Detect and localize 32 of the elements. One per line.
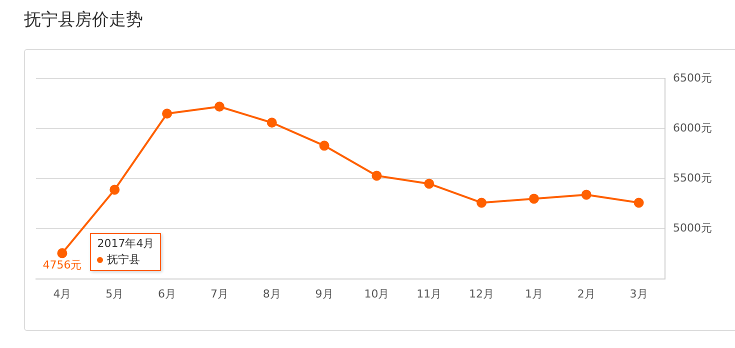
y-tick-label: 5000元 <box>673 222 712 235</box>
x-tick-label: 7月 <box>210 287 228 300</box>
x-tick-label: 4月 <box>53 287 72 300</box>
point <box>319 140 330 151</box>
x-tick-label: 3月 <box>630 287 648 300</box>
annotation: 2017年4月 <box>97 236 154 252</box>
point <box>57 248 68 258</box>
y-tick-label: 6000元 <box>673 122 712 135</box>
x-tick-label: 12月 <box>469 287 494 300</box>
x-tick-label: 5月 <box>106 287 124 300</box>
x-tick-label: 1月 <box>524 287 543 300</box>
x-tick-label: 8月 <box>262 287 281 300</box>
point <box>424 178 434 189</box>
x-tick-label: 10月 <box>364 287 390 300</box>
point <box>634 198 644 208</box>
point <box>581 190 592 200</box>
x-tick-label: 11月 <box>416 287 442 300</box>
point <box>110 184 120 195</box>
x-tick-label: 9月 <box>315 287 334 300</box>
data-label: 4756元 <box>42 258 82 272</box>
point <box>266 118 277 128</box>
x-tick-label: 6月 <box>158 287 176 300</box>
point <box>162 108 172 119</box>
point <box>476 198 487 208</box>
point <box>214 102 224 112</box>
chart-title: 抚宁县房价走势 <box>24 9 143 31</box>
y-tick-label: 6500元 <box>673 71 712 84</box>
y-tick-label: 5500元 <box>673 172 712 185</box>
point <box>372 170 382 181</box>
point <box>528 194 539 204</box>
legend-label: 抚宁县 <box>107 253 140 266</box>
x-tick-label: 2月 <box>577 287 596 300</box>
